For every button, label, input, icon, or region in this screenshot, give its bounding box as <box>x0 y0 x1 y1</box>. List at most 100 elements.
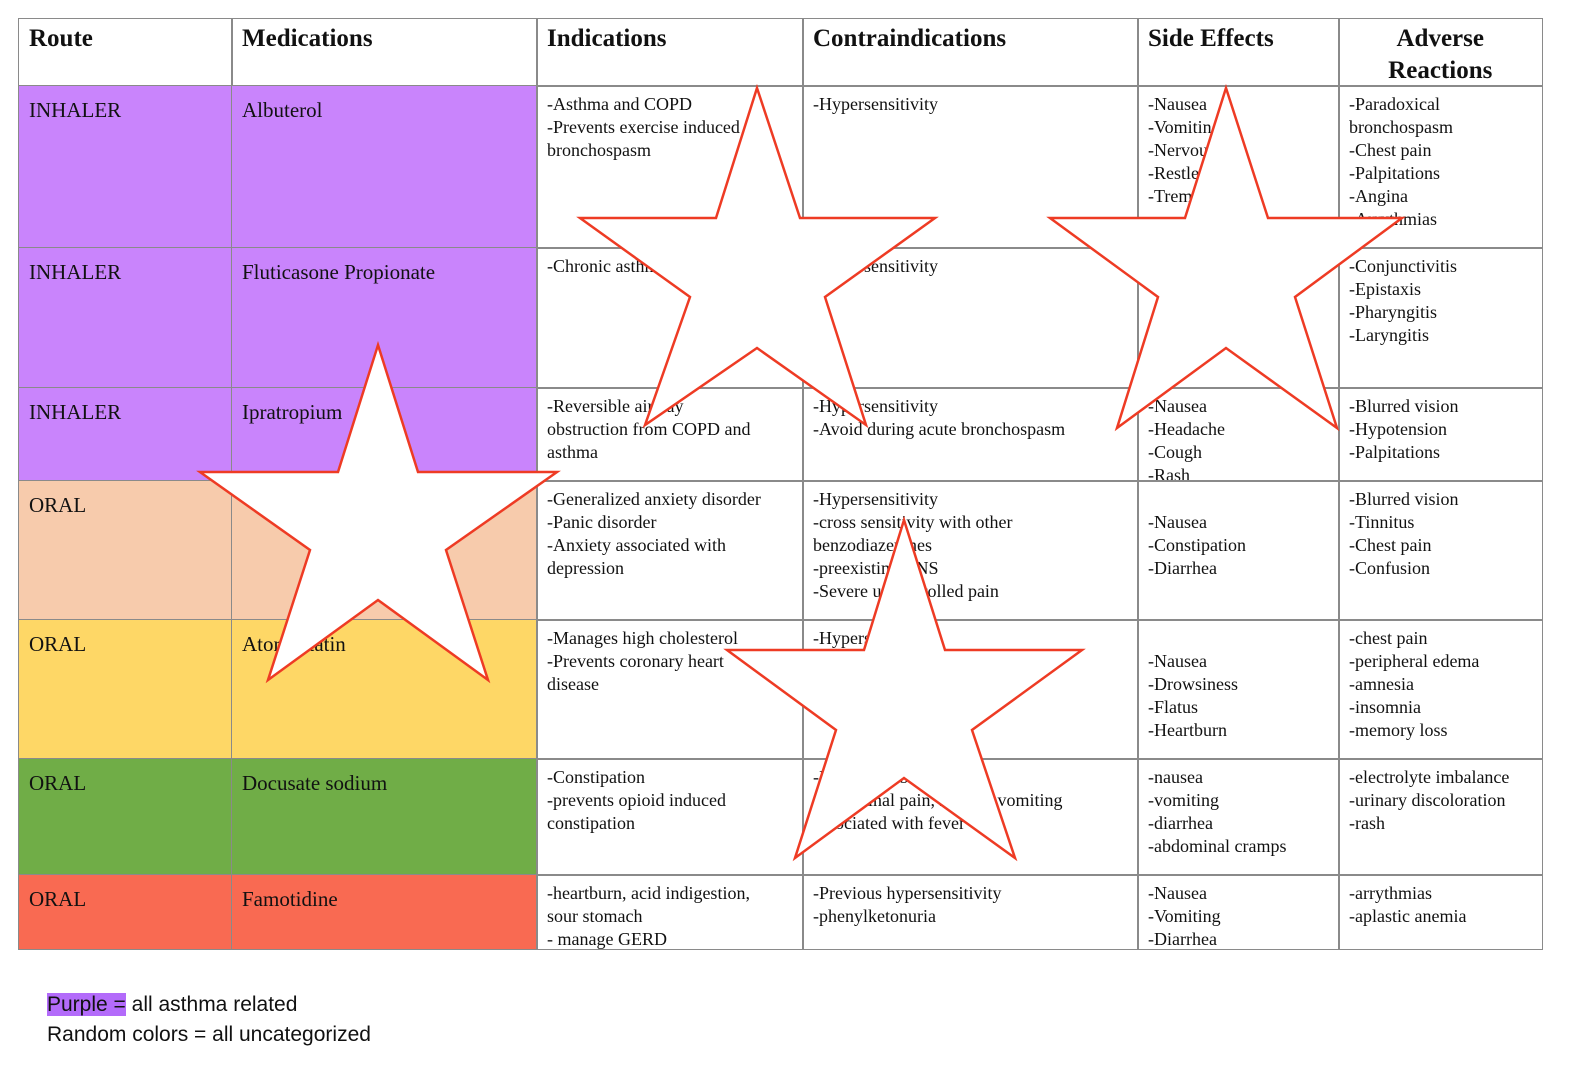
cell-line: -Blurred vision <box>1349 489 1459 509</box>
cell-line: -abdominal cramps <box>1148 836 1287 856</box>
cell-line: -Prevents coronary heart <box>547 651 724 671</box>
cell-line: -Generalized anxiety disorder <box>547 489 761 509</box>
table-cell: -arrythmias -aplastic anemia <box>1338 874 1543 950</box>
cell-line: -Panic disorder <box>547 512 657 532</box>
cell-line: -peripheral edema <box>1349 651 1480 671</box>
cell-line: -memory loss <box>1349 720 1448 740</box>
table-cell: -Nausea -Headache -Cough -Rash <box>1137 387 1340 485</box>
cell-line: -Cough <box>1148 442 1202 462</box>
table-cell: INHALER <box>18 247 233 389</box>
cell-line: -Pharyngitis <box>1349 302 1437 322</box>
table-cell: Famotidine <box>231 874 538 950</box>
cell-line: -aplastic anemia <box>1349 906 1467 926</box>
cell-line: -Heartburn <box>1148 720 1227 740</box>
cell-line: -Anxiety associated with <box>547 535 726 555</box>
cell-line: -electrolyte imbalance <box>1349 767 1510 787</box>
cell-line: -Prevents exercise induced <box>547 117 740 137</box>
table-cell: -Nausea -Vomiting -Diarrhea <box>1137 874 1340 950</box>
star <box>723 515 1086 862</box>
table-cell: INHALER <box>18 85 233 249</box>
table-cell: ORAL <box>18 619 233 760</box>
header-cell: Contraindications <box>802 18 1139 87</box>
cell-line: -vomiting <box>1148 790 1219 810</box>
cell-line: -Vomiting <box>1148 117 1221 137</box>
table-cell: -chest pain -peripheral edema -amnesia -ins… <box>1338 619 1543 760</box>
cell-line: -arrythmias <box>1349 883 1432 903</box>
table-cell: -electrolyte imbalance -urinary discolora… <box>1338 758 1543 876</box>
cell-line: -Avoid during acute bronchospasm <box>813 419 1066 439</box>
cell-line: -Diarrhea <box>1148 558 1217 578</box>
cell-line: -Asthma and COPD <box>547 94 692 114</box>
cell-line: constipation <box>547 813 635 833</box>
cell-line: -Nausea <box>1148 651 1207 671</box>
cell-line: -Vomiting <box>1148 906 1221 926</box>
table-cell: ORAL <box>18 874 233 950</box>
legend-line: Random colors = all uncategorized <box>47 1023 371 1046</box>
cell-line: obstruction from COPD and <box>547 419 751 439</box>
table-cell: -Blurred vision -Hypotension -Palpitations <box>1338 387 1543 482</box>
cell-line: disease <box>547 674 599 694</box>
cell-line: bronchospasm <box>1349 117 1453 137</box>
header-cell: Indications <box>536 18 804 87</box>
cell-line: depression <box>547 558 624 578</box>
cell-line: -cross sensitivity with other <box>813 512 1013 532</box>
star <box>576 83 939 429</box>
cell-line: -Epistaxis <box>1349 279 1421 299</box>
cell-line: -Chest pain <box>1349 140 1432 160</box>
cell-line: -Palpitations <box>1349 163 1440 183</box>
cell-line: -Chest pain <box>1349 535 1432 555</box>
cell-line: -Flatus <box>1148 697 1199 717</box>
cell-line: -Nausea <box>1148 94 1207 114</box>
cell-line: -Nausea <box>1148 883 1207 903</box>
cell-line: -rash <box>1349 813 1385 833</box>
cell-line: -Hypersensitivity <box>813 489 938 509</box>
legend-highlight: Purple = <box>47 993 126 1016</box>
table-cell: -Hypersensitivity -Avoid during acute bro… <box>802 387 1139 482</box>
cell-line: -Blurred vision <box>1349 396 1459 416</box>
legend-text: all asthma related <box>131 993 298 1016</box>
cell-line: -Tinnitus <box>1349 512 1415 532</box>
cell-line: -Constipation <box>547 767 645 787</box>
table-cell: -Conjunctivitis -Epistaxis -Pharyngitis -La… <box>1338 247 1543 389</box>
header-cell: Side Effects <box>1137 18 1340 87</box>
cell-line: -Previous hypersensitivity <box>813 883 1002 903</box>
table-cell: -nausea -vomiting -diarrhea -abdominal cram… <box>1137 758 1340 876</box>
cell-line: -nausea <box>1148 767 1203 787</box>
table-cell: -Asthma and COPD -Prevents exercise induc… <box>536 85 804 249</box>
cell-line: - manage GERD <box>547 929 667 949</box>
table-cell: -heartburn, acid indigestion, sour stomac… <box>536 874 804 950</box>
cell-line: -Hypotension <box>1349 419 1447 439</box>
table-cell: -Nausea -Drowsiness -Flatus -Heartburn <box>1137 619 1340 760</box>
table-cell: -Constipation -prevents opioid induced con… <box>536 758 804 876</box>
cell-line: sour stomach <box>547 906 643 926</box>
star <box>196 340 561 684</box>
table-cell: -Hypersensitivity <box>802 85 1139 249</box>
cell-line: -Confusion <box>1349 558 1430 578</box>
table-cell: Docusate sodium <box>231 758 538 876</box>
cell-line: -chest pain <box>1349 628 1428 648</box>
cell-line: -Manages high cholesterol <box>547 628 738 648</box>
table-cell: ORAL <box>18 758 233 876</box>
cell-line: -Angina <box>1349 186 1408 206</box>
cell-line: -prevents opioid induced <box>547 790 726 810</box>
header-cell: Route <box>18 18 233 87</box>
cell-line: -Headache <box>1148 419 1225 439</box>
cell-line: -heartburn, acid indigestion, <box>547 883 750 903</box>
cell-line: -Palpitations <box>1349 442 1440 462</box>
cell-line: -insomnia <box>1349 697 1421 717</box>
table-cell: -Generalized anxiety disorder -Panic diso… <box>536 480 804 621</box>
cell-line: -Constipation <box>1148 535 1246 555</box>
cell-line: bronchospasm <box>547 140 651 160</box>
cell-line: -Chronic asthma <box>547 256 667 276</box>
star <box>1046 83 1406 432</box>
table-cell: -Manages high cholesterol -Prevents coron… <box>536 619 804 760</box>
cell-line: -amnesia <box>1349 674 1414 694</box>
table-cell: -Blurred vision -Tinnitus -Chest pain -Conf… <box>1338 480 1543 621</box>
cell-line: -Nausea <box>1148 396 1207 416</box>
cell-line: -Drowsiness <box>1148 674 1238 694</box>
cell-line: -urinary discoloration <box>1349 790 1506 810</box>
cell-line: -diarrhea <box>1148 813 1213 833</box>
table-cell: ORAL <box>18 480 233 621</box>
cell-line: -phenylketonuria <box>813 906 936 926</box>
table-cell: -Nausea -Constipation -Diarrhea <box>1137 480 1340 621</box>
